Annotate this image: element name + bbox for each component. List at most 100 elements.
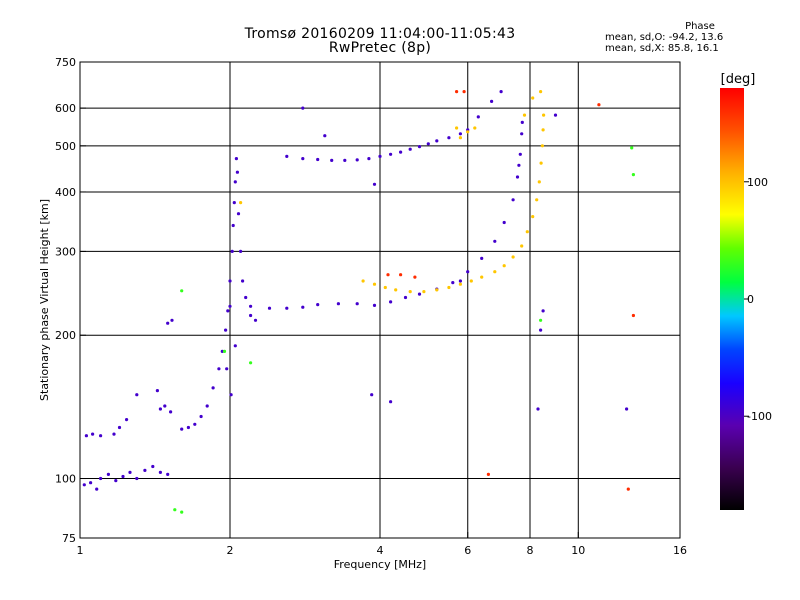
echo-point bbox=[143, 468, 147, 472]
echo-point bbox=[114, 479, 118, 483]
echo-point bbox=[169, 410, 173, 414]
echo-point bbox=[394, 288, 398, 292]
echo-point bbox=[367, 157, 371, 161]
echo-point bbox=[525, 230, 529, 234]
echo-point bbox=[422, 290, 426, 294]
echo-point bbox=[158, 470, 162, 474]
echo-point bbox=[249, 313, 253, 318]
echo-point bbox=[128, 470, 132, 474]
y-tick-label: 100 bbox=[55, 473, 76, 486]
echo-point bbox=[520, 132, 524, 136]
echo-point bbox=[531, 215, 535, 219]
echo-point bbox=[235, 170, 239, 174]
echo-point bbox=[343, 158, 347, 162]
echo-point bbox=[372, 282, 377, 286]
x-tick-label: 10 bbox=[571, 544, 585, 557]
y-tick-label: 200 bbox=[55, 329, 76, 342]
echo-point bbox=[267, 306, 272, 310]
echo-point bbox=[455, 126, 459, 130]
echo-point bbox=[117, 425, 122, 430]
echo-point bbox=[121, 474, 125, 479]
echo-point bbox=[502, 264, 506, 268]
echo-point bbox=[301, 305, 305, 309]
echo-point bbox=[553, 113, 558, 117]
echo-point bbox=[631, 173, 636, 177]
y-tick-label: 300 bbox=[55, 245, 76, 258]
y-tick-label: 75 bbox=[62, 532, 76, 545]
echo-point bbox=[466, 130, 470, 134]
echo-point bbox=[458, 282, 462, 286]
echo-point bbox=[355, 158, 359, 162]
x-tick-label: 2 bbox=[227, 544, 234, 557]
echo-point bbox=[399, 273, 403, 277]
echo-point bbox=[535, 198, 539, 202]
phase-stats-o-mode: mean, sd,O: -94.2, 13.6 bbox=[605, 32, 724, 43]
axis-ticks: 1 2 4 6 8 10 16 75 100 200 300 400 500 600 750 bbox=[55, 56, 687, 557]
echo-point bbox=[486, 472, 490, 476]
echo-point bbox=[541, 128, 545, 132]
echo-point bbox=[462, 90, 466, 94]
echo-point bbox=[469, 279, 473, 283]
echo-point bbox=[597, 103, 601, 107]
echo-point bbox=[539, 328, 543, 332]
echo-point bbox=[355, 302, 359, 306]
echo-point bbox=[180, 510, 184, 514]
echo-point bbox=[480, 256, 484, 260]
grid-lines bbox=[80, 62, 680, 538]
echo-point bbox=[224, 328, 228, 332]
echo-point bbox=[399, 150, 403, 154]
phase-stats-header: Phase bbox=[685, 21, 715, 32]
echo-point bbox=[125, 418, 129, 422]
colorbar bbox=[720, 88, 744, 510]
echo-point bbox=[173, 508, 177, 512]
echo-point bbox=[389, 400, 393, 404]
x-tick-label: 8 bbox=[527, 544, 534, 557]
echo-point bbox=[389, 300, 393, 304]
echo-point bbox=[408, 290, 412, 294]
echo-point bbox=[493, 270, 497, 274]
echo-point bbox=[95, 487, 99, 491]
echo-point bbox=[458, 132, 462, 136]
echo-point bbox=[539, 90, 543, 94]
colorbar-unit-label: [deg] bbox=[721, 72, 756, 87]
y-tick-label: 750 bbox=[55, 56, 76, 69]
echo-point bbox=[170, 318, 174, 322]
echo-point bbox=[631, 313, 636, 318]
echo-point bbox=[517, 163, 521, 167]
echo-point bbox=[301, 106, 305, 110]
echo-point bbox=[413, 275, 417, 279]
echo-point bbox=[217, 367, 221, 371]
echo-point bbox=[84, 434, 88, 438]
echo-point bbox=[229, 393, 233, 397]
echo-point bbox=[106, 472, 110, 476]
echo-point bbox=[205, 404, 209, 408]
echo-point bbox=[285, 154, 289, 158]
y-tick-label: 500 bbox=[55, 140, 76, 153]
echo-point bbox=[135, 393, 139, 397]
echo-point bbox=[490, 99, 494, 103]
echo-point bbox=[233, 344, 237, 348]
echo-point bbox=[372, 182, 377, 186]
echo-point bbox=[389, 152, 393, 156]
echo-point bbox=[435, 288, 439, 292]
echo-point bbox=[285, 306, 289, 310]
echo-point bbox=[626, 487, 630, 491]
echo-point bbox=[493, 239, 497, 243]
echo-point bbox=[511, 198, 515, 202]
echo-points bbox=[82, 90, 636, 514]
echo-point bbox=[386, 273, 390, 277]
echo-point bbox=[515, 175, 520, 179]
echo-point bbox=[253, 318, 258, 322]
y-tick-label: 600 bbox=[55, 102, 76, 115]
echo-point bbox=[630, 146, 634, 150]
echo-point bbox=[228, 304, 232, 308]
echo-point bbox=[408, 147, 412, 151]
echo-point bbox=[476, 115, 480, 119]
echo-point bbox=[228, 279, 232, 283]
echo-point bbox=[480, 275, 484, 279]
echo-point bbox=[426, 142, 430, 146]
echo-point bbox=[417, 145, 422, 149]
chart-subtitle: RwPretec (8p) bbox=[328, 40, 432, 56]
echo-point bbox=[99, 434, 103, 438]
echo-point bbox=[372, 303, 377, 307]
